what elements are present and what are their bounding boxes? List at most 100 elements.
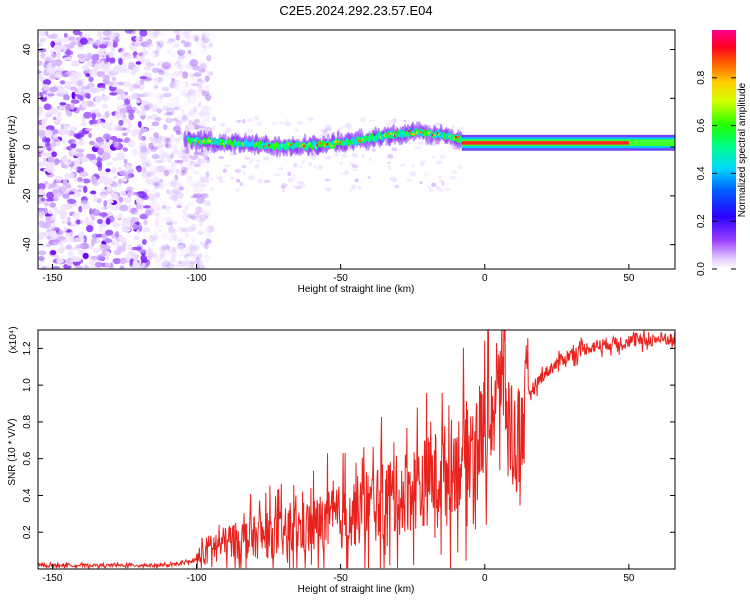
spectrogram-cell xyxy=(172,228,178,233)
spectrogram-cell xyxy=(149,52,158,58)
spectrogram-cell xyxy=(188,125,196,130)
spectrogram-cell xyxy=(95,233,104,238)
spectrogram-cell xyxy=(186,97,192,104)
spectrogram-cell xyxy=(184,61,194,69)
spectrogram-cell xyxy=(50,53,57,59)
spectrogram-cell xyxy=(172,70,181,77)
spectrogram-cell xyxy=(205,95,212,101)
spectrogram-cell xyxy=(175,59,180,65)
spectrogram-cell xyxy=(183,30,192,35)
spectrogram-cell xyxy=(171,253,177,260)
spectrogram-cell xyxy=(117,126,124,132)
spectrogram-cell xyxy=(46,191,55,200)
spectrogram-cell xyxy=(156,63,162,70)
spectrogram-cell xyxy=(97,118,102,124)
spectrogram-cell xyxy=(196,80,206,84)
spectrogram-cell xyxy=(157,165,166,173)
spectrogram-cell xyxy=(87,40,95,45)
spectrogram-cell xyxy=(152,49,159,54)
spectrogram-cell xyxy=(150,125,155,130)
spectrogram-cell xyxy=(145,76,153,81)
spectrogram-cell xyxy=(158,60,165,66)
spectrogram-cell xyxy=(102,30,112,37)
spectrogram-cell xyxy=(181,39,186,44)
spectrogram-cell xyxy=(38,182,46,191)
spectrogram-cell xyxy=(184,148,190,155)
spectrogram-cell xyxy=(205,106,213,112)
spectrogram-cell xyxy=(49,202,57,208)
spectrogram-cell xyxy=(115,88,125,96)
spectrogram-cell xyxy=(146,117,151,123)
spectrogram-cell xyxy=(388,119,394,124)
spectrogram-cell xyxy=(91,53,98,62)
spectrogram-cell xyxy=(97,147,104,156)
spectrogram-cell xyxy=(172,221,178,226)
spectrogram-cell xyxy=(175,79,182,88)
spectrogram-cell xyxy=(117,178,123,185)
spectrogram-cell xyxy=(84,216,90,224)
spectrogram-cell xyxy=(59,242,64,247)
spectrogram-cell xyxy=(177,225,183,231)
spectrogram-cell xyxy=(277,121,285,124)
spectrogram-cell xyxy=(162,105,169,112)
spectrogram-cell xyxy=(144,209,152,216)
spectrogram-cell xyxy=(167,259,175,265)
spectrogram-cell xyxy=(58,229,64,236)
spectrogram-cell xyxy=(172,195,178,202)
spectrogram-cell xyxy=(197,253,203,259)
spectrogram-cell xyxy=(51,141,57,148)
spectrogram-cell xyxy=(148,142,154,150)
spectrogram-cell xyxy=(166,245,171,251)
spectrogram-cell xyxy=(185,248,189,256)
spectrogram-cell xyxy=(204,252,209,257)
spectrogram-cell xyxy=(180,109,185,114)
spectrogram-cell xyxy=(216,176,224,180)
spectrogram-cell xyxy=(156,108,163,114)
spectrogram-cell xyxy=(179,70,184,75)
spectrogram-cell xyxy=(155,261,163,269)
spectrogram-cell xyxy=(141,262,147,267)
spectrogram-cell xyxy=(162,200,168,206)
spectrogram-cell xyxy=(154,93,160,100)
spectrogram-cell xyxy=(187,213,193,219)
spectrogram-cell xyxy=(128,43,133,50)
spectrogram-cell xyxy=(83,264,89,269)
spectrogram-cell xyxy=(188,89,197,97)
spectrogram-cell xyxy=(164,244,171,249)
spectrogram-cell xyxy=(125,253,130,260)
spectrogram-cell xyxy=(156,79,162,85)
spectrogram-cell xyxy=(157,182,167,187)
spectrogram-cell xyxy=(176,49,186,56)
spectrogram-cell xyxy=(193,193,202,198)
spectrogram-cell xyxy=(175,128,181,135)
spectrogram-cell xyxy=(204,241,213,245)
spectrogram-cell xyxy=(188,64,195,69)
colorbar-label: Normalized spectral amplitude xyxy=(737,82,748,217)
spectrogram-cell xyxy=(50,40,56,48)
snr-series-line xyxy=(38,330,675,569)
spectrogram-cell xyxy=(310,154,315,161)
spectrogram-cell xyxy=(119,204,129,212)
spectrogram-cell xyxy=(439,154,446,160)
spectrogram-cell xyxy=(84,127,93,132)
spectrogram-cell xyxy=(193,214,202,218)
spectrogram-cell xyxy=(169,81,176,89)
spectrogram-cell xyxy=(115,231,120,238)
spectrogram-cell xyxy=(101,232,107,241)
spectrogram-cell xyxy=(70,99,80,104)
spectrogram-cell xyxy=(200,30,206,37)
spectrogram-cell xyxy=(183,101,190,106)
spectrogram-cell xyxy=(95,112,102,118)
spectrogram-cell xyxy=(162,205,172,210)
spectrogram-cell xyxy=(202,163,211,170)
spectrogram-cell xyxy=(273,173,281,177)
spectrogram-cell xyxy=(181,36,186,43)
spectrogram-cell xyxy=(139,109,146,117)
spectrogram-cell xyxy=(154,116,162,122)
spectrogram-cell xyxy=(202,32,211,37)
spectrogram-cell xyxy=(42,222,52,229)
spectrogram-cell xyxy=(38,212,42,217)
spectrogram-cell xyxy=(167,97,177,102)
spectrogram-cell xyxy=(223,164,231,168)
spectrogram-cell xyxy=(193,80,200,88)
